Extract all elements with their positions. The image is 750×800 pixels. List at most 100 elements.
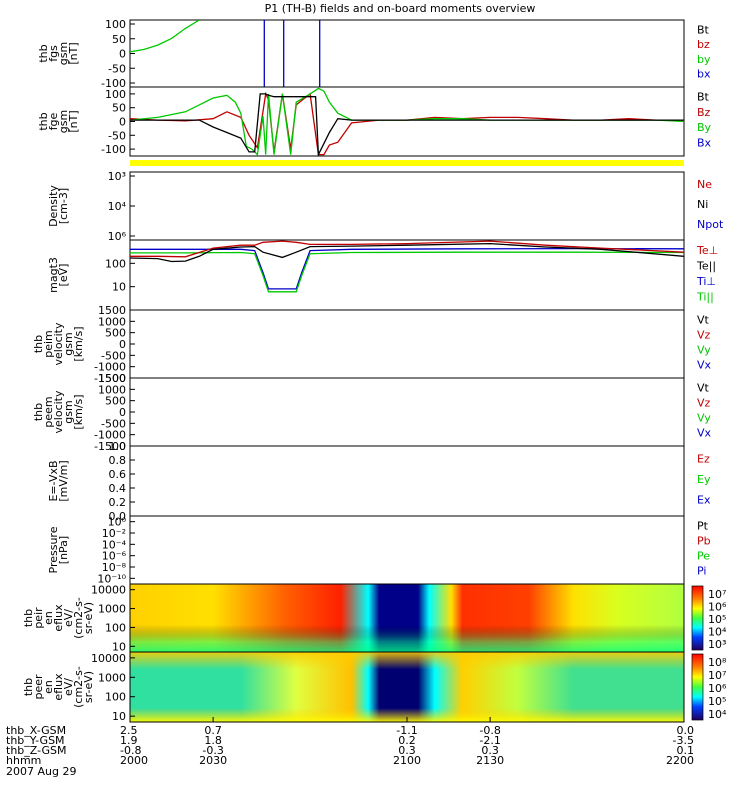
legend-entry: Vy bbox=[697, 344, 711, 357]
x-axis-footer: thb_X-GSMthb_Y-GSMthb_Z-GSMhhmm2.51.9-0.… bbox=[6, 717, 694, 767]
y-axis-label: [nPa] bbox=[57, 536, 70, 564]
colorbar-tick-label: 10⁴ bbox=[708, 626, 727, 639]
x-axis-value: 2030 bbox=[199, 754, 227, 767]
series-group bbox=[130, 20, 321, 87]
legend-entry: Vt bbox=[697, 314, 710, 327]
panel-frame bbox=[129, 309, 685, 379]
legend-entry: Vy bbox=[697, 412, 711, 425]
y-axis-label: fge bbox=[47, 112, 60, 130]
y-axis-label: velocity bbox=[52, 390, 65, 433]
legend-entry: by bbox=[697, 53, 711, 66]
legend-entry: Vz bbox=[697, 397, 711, 410]
x-axis-row-label: thb_Y-GSM bbox=[6, 734, 65, 747]
y-tick-label: 0.2 bbox=[109, 496, 127, 509]
date-label: 2007 Aug 29 bbox=[6, 765, 76, 778]
x-axis-value: 2200 bbox=[666, 754, 694, 767]
legend-entry: Ni bbox=[697, 198, 708, 211]
legend-entry: Vx bbox=[697, 359, 712, 372]
y-axis-label: eV/ bbox=[62, 678, 75, 696]
colorbar-tick-label: 10³ bbox=[708, 638, 726, 651]
y-tick-label: -50 bbox=[108, 129, 126, 142]
y-tick-label: 0 bbox=[119, 406, 126, 419]
y-axis-label: en bbox=[42, 680, 55, 694]
y-tick-label: -500 bbox=[101, 417, 126, 430]
y-axis-label: eflux bbox=[52, 673, 65, 701]
y-tick-label: 10⁻¹⁰ bbox=[97, 572, 126, 585]
legend-entry: Ne bbox=[697, 178, 712, 191]
y-tick-label: 100 bbox=[105, 621, 126, 634]
y-tick-label: 100 bbox=[105, 257, 126, 270]
legend-entry: Npot bbox=[697, 218, 724, 231]
y-tick-label: 10⁶ bbox=[108, 230, 127, 243]
series-line-By bbox=[130, 87, 684, 156]
panel-frame bbox=[129, 171, 685, 241]
panel-frame bbox=[129, 377, 685, 447]
colorbar-tick-label: 10⁶ bbox=[708, 601, 727, 614]
y-axis-label: E=-VxB bbox=[47, 460, 60, 501]
legend-entry: Ti⊥ bbox=[696, 275, 716, 288]
x-axis-value: -0.3 bbox=[202, 744, 223, 757]
x-axis-value: 0.3 bbox=[398, 744, 416, 757]
legend-entry: Te⊥ bbox=[696, 244, 718, 257]
legend-entry: Vt bbox=[697, 382, 710, 395]
x-axis-value: 0.3 bbox=[481, 744, 499, 757]
legend-entry: Bt bbox=[697, 91, 710, 104]
y-tick-label: 100 bbox=[105, 691, 126, 704]
legend-entry: Vx bbox=[697, 427, 712, 440]
y-tick-label: 500 bbox=[105, 327, 126, 340]
legend-entry: Ti|| bbox=[696, 290, 714, 303]
y-tick-label: 10⁴ bbox=[108, 200, 127, 213]
x-axis-value: 0.0 bbox=[677, 724, 695, 737]
y-axis-label: thb bbox=[22, 609, 35, 627]
x-axis-value: 0.1 bbox=[677, 744, 695, 757]
y-axis-label: sr-eV) bbox=[82, 602, 95, 634]
y-axis-label: [nT] bbox=[67, 110, 80, 132]
y-tick-label: 0.6 bbox=[109, 468, 127, 481]
y-tick-label: 1500 bbox=[98, 304, 126, 317]
y-tick-label: -50 bbox=[108, 62, 126, 75]
x-axis-row-label: hhmm bbox=[6, 754, 41, 767]
x-axis-value: -2.1 bbox=[479, 734, 500, 747]
y-tick-label: 500 bbox=[105, 395, 126, 408]
x-axis-value: -3.5 bbox=[673, 734, 694, 747]
y-axis-label: sr-eV) bbox=[82, 671, 95, 703]
y-axis-label: thb bbox=[32, 335, 45, 353]
y-tick-label: 1000 bbox=[98, 315, 126, 328]
x-axis-value: 2100 bbox=[393, 754, 421, 767]
colorbar-tick-label: 10⁸ bbox=[708, 656, 727, 669]
series-line-by bbox=[130, 20, 200, 53]
y-tick-label: 100 bbox=[105, 88, 126, 101]
y-axis-label: thb bbox=[37, 44, 50, 62]
spectrogram-shade-1 bbox=[130, 584, 684, 652]
x-axis-value: 2.5 bbox=[120, 724, 138, 737]
y-axis-label: eflux bbox=[52, 604, 65, 632]
legend-entry: Pi bbox=[697, 565, 706, 578]
y-axis-label: [eV] bbox=[57, 264, 70, 287]
y-tick-label: 0.0 bbox=[109, 510, 127, 523]
legend-entry: Ez bbox=[697, 452, 710, 465]
legend-entry: Ex bbox=[697, 494, 711, 507]
y-axis-label: thb bbox=[37, 112, 50, 130]
series-group bbox=[130, 87, 684, 156]
colorbar-tick-label: 10⁴ bbox=[708, 708, 727, 721]
y-tick-label: -1500 bbox=[94, 440, 126, 453]
y-axis-label: peir bbox=[32, 607, 45, 629]
legend-entry: bz bbox=[697, 38, 710, 51]
y-tick-label: 1000 bbox=[98, 383, 126, 396]
x-axis-value: 1.8 bbox=[204, 734, 222, 747]
legend-entry: bx bbox=[697, 68, 711, 81]
y-tick-label: -500 bbox=[101, 349, 126, 362]
legend-entry: By bbox=[697, 121, 712, 134]
colorbar-tick-label: 10⁵ bbox=[708, 613, 726, 626]
y-axis-label: peem bbox=[42, 396, 55, 427]
y-tick-label: 0.4 bbox=[109, 482, 127, 495]
series-group bbox=[130, 240, 684, 293]
y-axis-label: Pressure bbox=[47, 526, 60, 573]
y-axis-label: thb bbox=[32, 403, 45, 421]
y-tick-label: 10³ bbox=[108, 170, 126, 183]
